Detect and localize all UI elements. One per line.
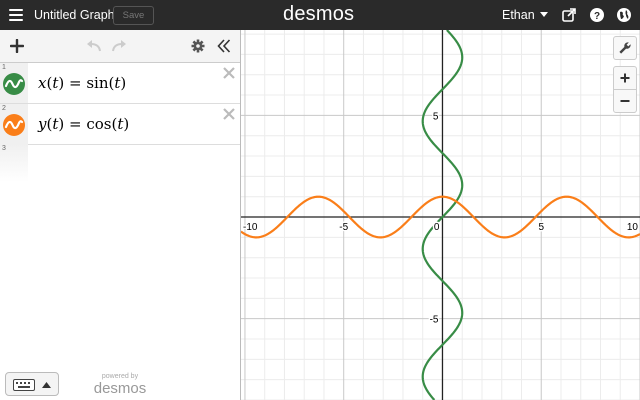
graph-canvas[interactable]: -10 -5 0 5 10 5 -5 bbox=[241, 30, 640, 400]
graph-settings-button[interactable] bbox=[613, 36, 637, 60]
expression-panel: 1 x(t) = sin(t) 2 y(t) = cos(t) 3 bbox=[0, 30, 241, 400]
double-chevron-left-icon[interactable] bbox=[217, 39, 231, 53]
graph-title[interactable]: Untitled Graph bbox=[34, 8, 115, 22]
help-icon[interactable]: ? bbox=[589, 7, 605, 23]
axes bbox=[241, 30, 640, 400]
major-gridlines bbox=[241, 30, 640, 400]
curve-cos[interactable] bbox=[241, 195, 640, 239]
powered-by-brand: desmos bbox=[93, 380, 147, 397]
y-tick-label: -5 bbox=[430, 315, 439, 326]
svg-text:?: ? bbox=[594, 11, 600, 22]
caret-down-icon bbox=[539, 12, 548, 17]
expression-formula[interactable]: y(t) = cos(t) bbox=[38, 115, 130, 133]
undo-icon[interactable] bbox=[86, 40, 102, 52]
caret-up-icon bbox=[42, 382, 51, 388]
x-tick-label: -5 bbox=[339, 222, 348, 233]
expression-gutter: 1 bbox=[0, 63, 28, 103]
plus-icon[interactable] bbox=[10, 39, 24, 53]
curves bbox=[241, 30, 640, 400]
new-expression-row[interactable]: 3 bbox=[0, 144, 240, 182]
graph-paper[interactable]: -10 -5 0 5 10 5 -5 bbox=[241, 30, 640, 400]
wrench-icon bbox=[619, 42, 631, 54]
y-tick-label: 5 bbox=[433, 111, 439, 122]
expression-index: 1 bbox=[2, 64, 6, 71]
expression-toolbar bbox=[0, 30, 240, 63]
curve-toggle-icon[interactable] bbox=[3, 73, 25, 95]
user-name: Ethan bbox=[502, 8, 535, 22]
save-button[interactable]: Save bbox=[113, 6, 154, 25]
redo-icon[interactable] bbox=[111, 40, 127, 52]
powered-by-label: powered by bbox=[101, 373, 139, 380]
keyboard-toggle-button[interactable] bbox=[5, 372, 59, 396]
desmos-logo: desmos bbox=[283, 3, 355, 25]
share-icon[interactable] bbox=[561, 7, 577, 23]
curve-sin[interactable] bbox=[421, 30, 464, 400]
user-menu[interactable]: Ethan bbox=[502, 8, 548, 22]
expression-gutter: 3 bbox=[0, 144, 28, 182]
expression-formula[interactable]: x(t) = sin(t) bbox=[38, 74, 127, 92]
minus-icon bbox=[620, 100, 630, 102]
x-tick-label: 5 bbox=[538, 222, 544, 233]
zoom-out-button[interactable] bbox=[613, 89, 637, 113]
minor-gridlines bbox=[241, 30, 640, 400]
expression-gutter: 2 bbox=[0, 104, 28, 144]
close-icon[interactable] bbox=[222, 66, 236, 80]
expression-row[interactable]: 1 x(t) = sin(t) bbox=[0, 63, 240, 104]
expression-index: 3 bbox=[2, 145, 6, 152]
expression-row[interactable]: 2 y(t) = cos(t) bbox=[0, 104, 240, 145]
zoom-in-button[interactable] bbox=[613, 66, 637, 90]
powered-by-desmos: powered by desmos bbox=[90, 373, 150, 397]
expression-index: 2 bbox=[2, 105, 6, 112]
tick-labels: -10 -5 0 5 10 5 -5 bbox=[242, 110, 640, 327]
top-bar: Untitled Graph Save desmos Ethan ? bbox=[0, 0, 640, 30]
globe-icon[interactable] bbox=[616, 7, 632, 23]
x-tick-label: -10 bbox=[243, 222, 258, 233]
x-tick-label: 0 bbox=[434, 222, 440, 233]
keyboard-icon bbox=[13, 379, 35, 391]
close-icon[interactable] bbox=[222, 107, 236, 121]
gear-icon[interactable] bbox=[191, 39, 205, 53]
x-tick-label: 10 bbox=[627, 222, 639, 233]
hamburger-icon[interactable] bbox=[9, 9, 23, 21]
plus-icon bbox=[620, 73, 630, 83]
curve-toggle-icon[interactable] bbox=[3, 114, 25, 136]
